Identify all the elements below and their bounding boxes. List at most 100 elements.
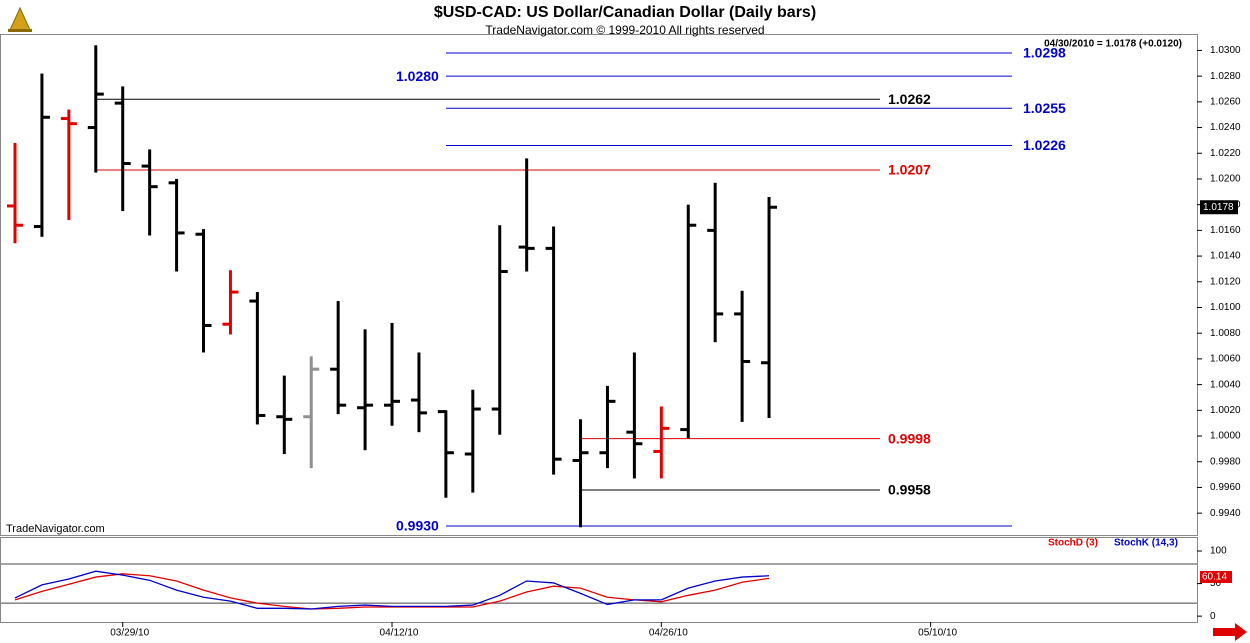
y-tick-label: 1.0140: [1210, 251, 1241, 262]
bar-close: [580, 451, 589, 455]
bar-close: [418, 411, 427, 415]
x-tick-label: 04/26/10: [649, 628, 688, 639]
bar-range: [282, 375, 286, 455]
bar-open: [222, 322, 231, 326]
bar-open: [518, 245, 527, 249]
bar-close: [742, 359, 751, 363]
bar-close: [688, 223, 697, 227]
info: 04/30/2010 = 1.0178 (+0.0120): [1044, 39, 1182, 50]
y-tick-label: 1.0020: [1210, 405, 1241, 416]
bar-close: [311, 367, 320, 371]
watermark: TradeNavigator.com: [6, 523, 105, 535]
y-tick-label: 1.0100: [1210, 302, 1241, 313]
bar-range: [67, 109, 71, 221]
bar-close: [230, 290, 239, 294]
bar-open: [545, 246, 554, 250]
bar-range: [363, 329, 367, 451]
bar-open: [114, 101, 123, 105]
bar-open: [626, 430, 635, 434]
bar-range: [498, 225, 502, 435]
bar-open: [410, 398, 419, 402]
bar-open: [141, 164, 150, 168]
stoch-y-tick-label: 100: [1210, 546, 1227, 557]
stoch-pane: [0, 537, 1198, 623]
bar-open: [7, 204, 15, 208]
bar-range: [579, 419, 583, 528]
bar-range: [309, 356, 313, 469]
stoch-y-tick-label: 50: [1210, 578, 1222, 589]
y-tick-label: 1.0160: [1210, 225, 1241, 236]
bar-open: [276, 415, 285, 419]
level-label: 1.0298: [1023, 45, 1066, 61]
bar-close: [553, 457, 562, 461]
bar-open: [599, 451, 608, 455]
stoch-readout: 60.14: [1202, 572, 1227, 583]
bar-range: [336, 301, 340, 415]
bar-range: [13, 142, 17, 244]
bar-range: [605, 385, 609, 469]
chart-title: $USD-CAD: US Dollar/Canadian Dollar (Dai…: [434, 4, 816, 21]
bar-open: [464, 452, 473, 456]
bar-close: [715, 312, 724, 316]
bar-close: [661, 426, 670, 430]
stoch-line: [14, 570, 770, 610]
bar-open: [60, 117, 69, 121]
bar-close: [445, 451, 454, 455]
bar-open: [761, 361, 770, 365]
bar-close: [338, 403, 347, 407]
bar-open: [303, 415, 312, 419]
bar-close: [392, 399, 401, 403]
bar-open: [572, 458, 581, 462]
stoch-y-tick-label: 0: [1210, 611, 1216, 622]
bar-range: [390, 322, 394, 426]
y-tick-label: 1.0120: [1210, 276, 1241, 287]
bar-range: [740, 290, 744, 422]
y-tick-label: 1.0000: [1210, 431, 1241, 442]
level-label: 1.0262: [888, 91, 931, 107]
bar-close: [122, 162, 131, 166]
bar-close: [365, 403, 374, 407]
level-label: 1.0255: [1023, 100, 1066, 116]
y-tick-label: 1.0040: [1210, 379, 1241, 390]
y-tick-label: 1.0200: [1210, 174, 1241, 185]
bar-open: [33, 225, 42, 229]
logo-icon: [8, 6, 32, 32]
y-tick-label: 1.0260: [1210, 96, 1241, 107]
bar-range: [202, 229, 206, 353]
stoch-line: [14, 573, 770, 610]
legend-entry: StochK (14,3): [1114, 538, 1178, 549]
y-tick-label: 1.0080: [1210, 328, 1241, 339]
stoch-readout-box: [1200, 570, 1232, 583]
bar-range: [94, 45, 98, 173]
scroll-arrow[interactable]: [1213, 623, 1247, 641]
bar-open: [491, 407, 500, 411]
bar-open: [87, 126, 96, 130]
y-tick-label: 0.9940: [1210, 508, 1241, 519]
bar-close: [472, 407, 481, 411]
bar-range: [121, 86, 125, 212]
bar-close: [634, 442, 643, 446]
bar-range: [659, 406, 663, 479]
bar-close: [203, 323, 212, 327]
last-price: 1.0178: [1203, 202, 1234, 213]
level-label: 0.9930: [396, 518, 439, 534]
bar-close: [95, 92, 104, 96]
bar-range: [767, 196, 771, 419]
x-tick-label: 03/29/10: [110, 628, 149, 639]
bar-range: [552, 226, 556, 475]
y-tick-label: 1.0240: [1210, 122, 1241, 133]
bar-range: [255, 292, 259, 425]
bar-range: [40, 73, 44, 237]
bar-open: [653, 449, 662, 453]
x-tick-label: 05/10/10: [918, 628, 957, 639]
bar-range: [175, 178, 179, 272]
y-tick-label: 1.0280: [1210, 71, 1241, 82]
bar-open: [734, 312, 743, 316]
bar-open: [249, 299, 258, 303]
bar-close: [68, 122, 77, 126]
price-pane: [0, 34, 1198, 536]
bar-close: [41, 115, 50, 119]
level-label: 1.0226: [1023, 137, 1066, 153]
bar-open: [357, 406, 366, 410]
bar-close: [257, 413, 266, 417]
